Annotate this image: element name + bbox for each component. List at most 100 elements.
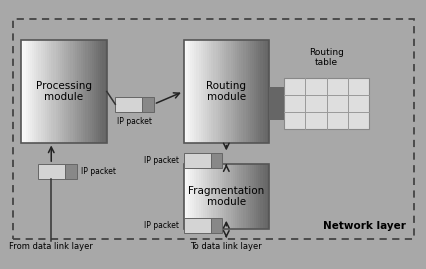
- Bar: [115, 97, 142, 112]
- Bar: [66, 40, 69, 143]
- Bar: [207, 40, 209, 143]
- Bar: [211, 40, 213, 143]
- Bar: [213, 40, 216, 143]
- Bar: [256, 164, 258, 229]
- Bar: [89, 40, 92, 143]
- Bar: [192, 164, 194, 229]
- Bar: [65, 164, 77, 179]
- Bar: [224, 164, 226, 229]
- Bar: [47, 40, 49, 143]
- Bar: [262, 40, 265, 143]
- Bar: [239, 164, 241, 229]
- Bar: [236, 164, 239, 229]
- Text: Routing
module: Routing module: [206, 81, 246, 102]
- Bar: [264, 40, 267, 143]
- Bar: [264, 164, 267, 229]
- Bar: [228, 164, 230, 229]
- Bar: [98, 40, 101, 143]
- Bar: [251, 164, 254, 229]
- Bar: [26, 40, 28, 143]
- Bar: [215, 164, 218, 229]
- Bar: [36, 40, 39, 143]
- Bar: [87, 40, 90, 143]
- Bar: [51, 40, 54, 143]
- Bar: [81, 40, 83, 143]
- Bar: [219, 40, 222, 143]
- Bar: [247, 40, 250, 143]
- Bar: [100, 40, 103, 143]
- Bar: [247, 164, 250, 229]
- Bar: [79, 40, 81, 143]
- Bar: [43, 40, 45, 143]
- Bar: [226, 164, 228, 229]
- Bar: [196, 40, 199, 143]
- Bar: [45, 40, 47, 143]
- Bar: [210, 153, 222, 168]
- Text: IP packet: IP packet: [144, 156, 179, 165]
- Bar: [226, 40, 228, 143]
- Bar: [234, 40, 237, 143]
- Bar: [190, 164, 192, 229]
- Bar: [241, 164, 243, 229]
- Bar: [249, 40, 252, 143]
- Bar: [209, 164, 211, 229]
- Bar: [245, 40, 248, 143]
- Bar: [28, 40, 30, 143]
- Bar: [258, 164, 260, 229]
- Bar: [204, 164, 207, 229]
- Bar: [211, 164, 213, 229]
- Bar: [183, 218, 210, 233]
- Bar: [213, 164, 216, 229]
- Bar: [228, 40, 230, 143]
- Bar: [217, 40, 220, 143]
- Bar: [207, 164, 209, 229]
- Bar: [219, 164, 222, 229]
- Bar: [232, 164, 235, 229]
- Bar: [217, 164, 220, 229]
- Bar: [21, 40, 24, 143]
- Bar: [222, 40, 224, 143]
- Bar: [256, 40, 258, 143]
- Bar: [234, 164, 237, 229]
- Bar: [64, 40, 66, 143]
- Bar: [185, 164, 188, 229]
- Bar: [251, 40, 254, 143]
- Bar: [72, 40, 75, 143]
- Bar: [239, 40, 241, 143]
- Bar: [198, 40, 201, 143]
- Bar: [266, 40, 269, 143]
- Bar: [94, 40, 96, 143]
- Bar: [194, 40, 196, 143]
- Bar: [260, 40, 262, 143]
- Bar: [232, 40, 235, 143]
- Bar: [200, 40, 203, 143]
- Bar: [243, 40, 245, 143]
- Bar: [241, 40, 243, 143]
- Bar: [40, 40, 43, 143]
- Bar: [68, 40, 71, 143]
- Bar: [185, 40, 188, 143]
- Bar: [236, 40, 239, 143]
- Bar: [243, 164, 245, 229]
- Bar: [83, 40, 86, 143]
- Bar: [55, 40, 58, 143]
- Bar: [190, 40, 192, 143]
- Bar: [210, 218, 222, 233]
- Bar: [204, 40, 207, 143]
- Bar: [183, 164, 186, 229]
- Bar: [183, 40, 186, 143]
- Bar: [209, 40, 211, 143]
- Bar: [187, 164, 190, 229]
- Bar: [58, 40, 60, 143]
- Text: From data link layer: From data link layer: [9, 242, 93, 251]
- Bar: [75, 40, 77, 143]
- Bar: [85, 40, 88, 143]
- Bar: [38, 40, 41, 143]
- Bar: [266, 164, 269, 229]
- Bar: [70, 40, 73, 143]
- Text: Routing
table: Routing table: [308, 48, 343, 67]
- Text: To data link layer: To data link layer: [190, 242, 262, 251]
- Bar: [202, 40, 205, 143]
- Bar: [92, 40, 94, 143]
- Bar: [183, 153, 210, 168]
